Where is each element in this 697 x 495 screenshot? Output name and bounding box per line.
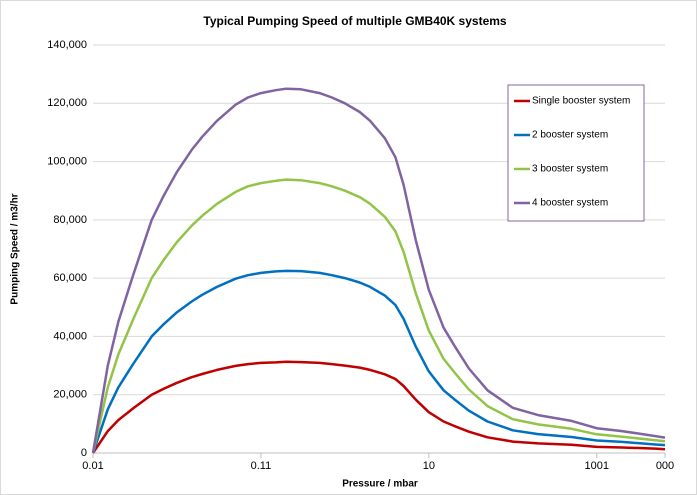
series-line <box>91 87 666 454</box>
y-tick-label: 20,000 <box>53 389 87 401</box>
series-line <box>91 269 666 454</box>
y-axis-title: Pumping Speed / m3/hr <box>10 193 21 304</box>
y-tick-label: 0 <box>81 447 87 459</box>
legend-label: 4 booster system <box>532 198 608 209</box>
y-tick-label: 40,000 <box>53 330 87 342</box>
legend: Single booster system 2 booster system 3 b… <box>507 84 645 222</box>
x-tick-label: 10 <box>423 460 435 472</box>
legend-box <box>507 84 645 222</box>
y-tick-label: 100,000 <box>47 155 87 167</box>
chart-title: Typical Pumping Speed of multiple GMB40K… <box>203 14 507 28</box>
legend-label: 3 booster system <box>532 164 608 175</box>
x-tick-label: 0.01 <box>82 460 103 472</box>
x-tick-label: 0.11 <box>251 460 272 472</box>
y-tick-label: 140,000 <box>47 39 87 51</box>
legend-label: Single booster system <box>532 96 630 107</box>
legend-label: 2 booster system <box>532 130 608 141</box>
y-tick-label: 80,000 <box>53 214 87 226</box>
x-tick-label: 1001 <box>585 460 609 472</box>
y-tick-label: 120,000 <box>47 97 87 109</box>
x-tick-label: 000 <box>656 460 674 472</box>
series-line <box>91 178 666 454</box>
y-tick-label: 60,000 <box>53 272 87 284</box>
series-line <box>91 360 666 454</box>
x-axis-title: Pressure / mbar <box>342 479 418 490</box>
